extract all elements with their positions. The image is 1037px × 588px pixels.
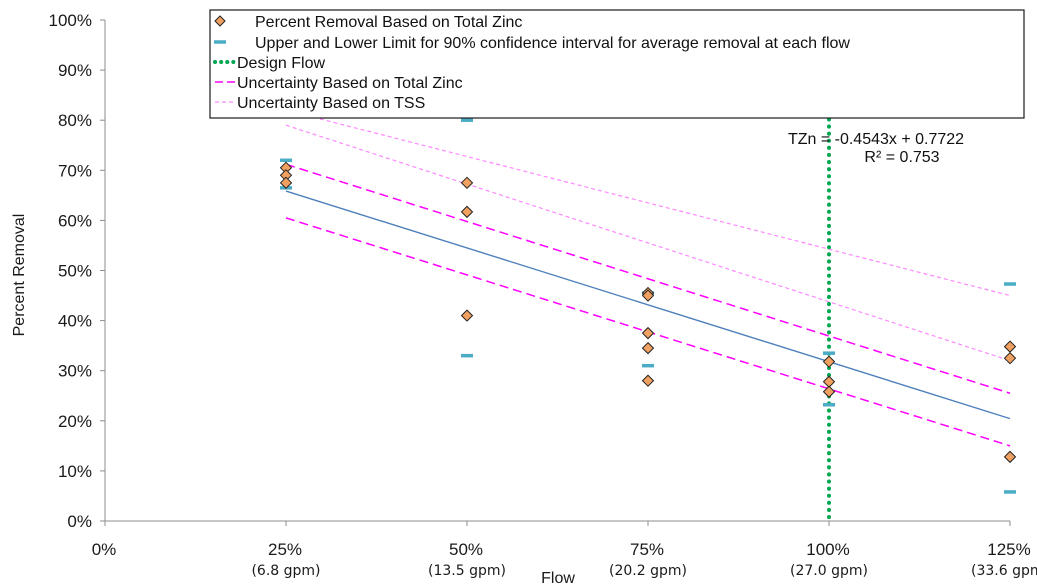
data-point [822,355,836,368]
annotations: TZn = -0.4543x + 0.7722 R² = 0.753 [788,131,964,166]
y-tick-label: 80% [58,111,92,130]
legend-entry-label: Percent Removal Based on Total Zinc [255,14,522,31]
data-point [460,309,474,322]
legend-entry-label: Uncertainty Based on TSS [237,95,425,112]
legend-box [209,9,1025,119]
x-tick-sublabel: (33.6 gpm) [971,563,1037,579]
zinc-uncertainty-line [285,163,1011,394]
x-tick-label: 75% [630,540,664,559]
y-axis-title: Percent Removal [11,214,28,337]
x-tick-sublabel: (6.8 gpm) [251,563,320,579]
legend-entry-label: Uncertainty Based on Total Zinc [237,75,463,92]
y-tick-label: 90% [58,61,92,80]
r-squared-label: R² = 0.753 [864,149,939,166]
x-tick-label: 25% [268,540,302,559]
data-point [279,176,293,190]
y-tick-label: 30% [58,362,92,381]
x-tick-label: 50% [449,540,483,559]
axes: 0% 10% 20% 30% 40% 50% 60% 70% 80% 90% 100% 0% 25% (6… [49,11,1037,579]
data-point [641,341,655,355]
trendline-equation: TZn = -0.4543x + 0.7722 [788,131,964,148]
x-tick-sublabel: (20.2 gpm) [609,563,687,579]
legend-entry-label: Upper and Lower Limit for 90% confidence… [255,35,850,52]
x-tick-sublabel: (13.5 gpm) [428,563,506,579]
legend-entry-label: Design Flow [237,55,325,72]
data-point [460,205,474,219]
y-tick-label: 50% [58,262,92,281]
data-point [1003,340,1017,353]
x-tick-label: 0% [92,540,117,559]
y-tick-label: 60% [58,211,92,230]
x-tick-label: 100% [806,540,849,559]
y-tick-label: 100% [49,11,92,30]
x-tick-label: 125% [987,540,1030,559]
axis-titles: Flow Percent Removal [11,214,575,587]
y-tick-label: 10% [58,462,92,481]
y-tick-label: 20% [58,412,92,431]
y-tick-label: 0% [67,512,92,531]
legend: Percent Removal Based on Total Zinc Upper… [209,9,1025,119]
x-axis-title: Flow [541,570,575,587]
tss-uncertainty-line [285,124,1011,362]
tss-uncertainty-line [285,109,1011,297]
data-point [641,326,655,340]
x-tick-sublabel: (27.0 gpm) [790,563,868,579]
y-tick-label: 70% [58,161,92,180]
data-point [641,289,655,302]
data-point [460,176,474,190]
data-point [1003,450,1017,464]
y-tick-label: 40% [58,312,92,331]
linear-trendline [285,190,1011,420]
legend-symbol-diamond [214,15,226,27]
data-point [1003,351,1017,365]
data-point [822,385,836,398]
series-markers [279,118,1017,494]
data-point [641,374,655,387]
